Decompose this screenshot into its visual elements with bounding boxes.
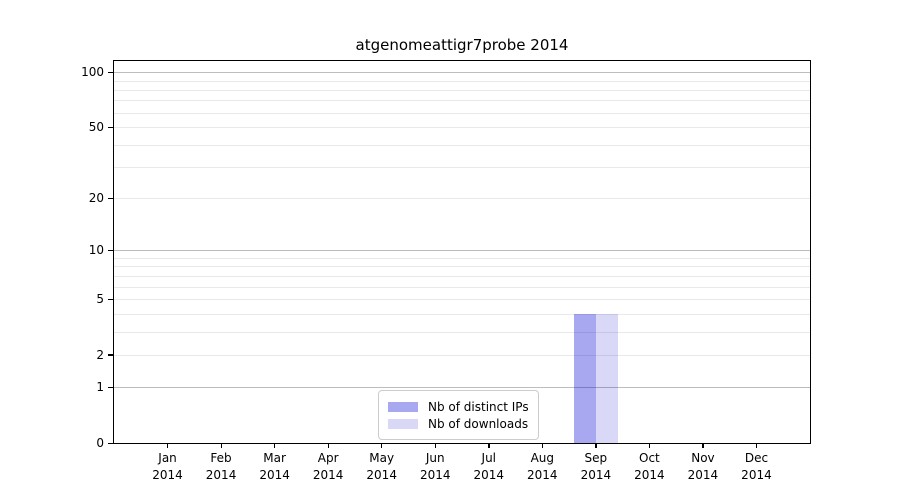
x-tick-year: 2014: [687, 468, 719, 482]
x-tick-year: 2014: [527, 468, 558, 482]
x-tick-year: 2014: [634, 468, 665, 482]
gridline-minor: [114, 112, 810, 114]
y-axis-tick: [108, 298, 114, 300]
x-axis-tick: [327, 443, 329, 448]
x-axis-tick-label: Oct 2014: [634, 450, 665, 484]
x-tick-month: Oct: [638, 451, 660, 465]
x-axis-tick-label: Apr 2014: [313, 450, 344, 484]
x-tick-month: Aug: [530, 451, 555, 465]
legend-item-downloads: Nb of downloads: [388, 415, 529, 432]
legend-label-downloads: Nb of downloads: [428, 416, 529, 431]
x-tick-month: Dec: [744, 451, 769, 465]
x-axis-tick-label: Mar 2014: [259, 450, 290, 484]
x-tick-month: Jan: [158, 451, 177, 465]
gridline-minor: [114, 331, 810, 333]
gridline-major: [114, 387, 810, 389]
x-tick-year: 2014: [580, 468, 612, 482]
y-axis-tick: [108, 126, 114, 128]
gridline-minor: [114, 266, 810, 268]
gridline-major: [114, 250, 810, 252]
x-axis-tick: [702, 443, 704, 448]
legend-label-distinct-ips: Nb of distinct IPs: [428, 399, 529, 414]
x-tick-month: Sep: [584, 451, 608, 465]
x-axis-tick-label: Feb 2014: [206, 450, 237, 484]
x-tick-month: Jun: [425, 451, 445, 465]
y-axis-tick: [108, 249, 114, 252]
y-axis-tick-label: 5: [96, 292, 104, 306]
x-axis-tick-label: Dec 2014: [741, 450, 772, 484]
y-axis-tick: [108, 354, 114, 356]
legend-swatch-downloads: [388, 418, 418, 429]
gridline-minor: [114, 286, 810, 288]
plot-area: Nb of distinct IPs Nb of downloads 0 1 2 5 1…: [81, 60, 811, 482]
y-axis-tick: [108, 442, 114, 444]
gridline-minor: [114, 313, 810, 315]
x-tick-year: 2014: [473, 468, 505, 482]
x-tick-month: Feb: [210, 451, 232, 465]
legend: Nb of distinct IPs Nb of downloads: [378, 390, 539, 440]
y-axis-tick-label: 2: [96, 347, 104, 362]
x-axis-tick-label: Sep 2014: [581, 450, 612, 484]
x-axis-tick-label: Jan 2014: [152, 450, 183, 484]
gridline-minor: [114, 100, 810, 102]
gridline-minor: [114, 275, 810, 277]
y-axis-tick: [108, 386, 114, 389]
gridline-minor: [114, 89, 810, 91]
x-tick-year: 2014: [312, 468, 344, 482]
x-axis-tick: [434, 443, 437, 448]
x-axis-tick: [648, 443, 651, 448]
x-axis-tick: [381, 443, 383, 448]
bar-distinct-ips: [573, 313, 596, 443]
chart-title: atgenomeattigr7probe 2014: [355, 36, 569, 54]
x-tick-year: 2014: [366, 468, 397, 482]
x-axis-tick-label: Nov 2014: [688, 450, 719, 484]
gridline-minor: [114, 198, 810, 200]
x-axis-tick-label: May 2014: [366, 450, 397, 484]
x-axis-tick: [488, 443, 490, 448]
y-axis-tick-label: 50: [88, 120, 104, 135]
gridline-minor: [114, 144, 810, 146]
x-tick-year: 2014: [419, 468, 451, 482]
y-axis-tick-label: 20: [88, 191, 104, 206]
y-axis-tick: [108, 71, 114, 73]
x-tick-month: Mar: [263, 451, 286, 465]
gridline-minor: [114, 167, 810, 169]
x-axis-tick-label: Jul 2014: [473, 450, 504, 484]
x-tick-month: Apr: [317, 451, 339, 465]
y-axis-tick-label: 0: [96, 436, 104, 450]
x-tick-month: May: [369, 451, 395, 465]
x-tick-year: 2014: [259, 468, 290, 482]
x-tick-month: Jul: [481, 451, 497, 465]
gridline-minor: [114, 257, 810, 259]
y-axis-tick-label: 1: [96, 380, 104, 395]
y-axis-tick-label: 10: [88, 243, 104, 258]
gridline-minor: [114, 80, 810, 82]
legend-swatch-distinct-ips: [388, 401, 418, 412]
gridline-major: [114, 72, 810, 74]
x-axis-tick: [220, 443, 222, 448]
x-axis-tick: [541, 443, 544, 448]
legend-item-distinct-ips: Nb of distinct IPs: [388, 398, 529, 415]
x-tick-year: 2014: [741, 468, 772, 482]
x-axis-tick: [755, 443, 758, 448]
y-axis-tick-label: 100: [81, 65, 104, 80]
x-axis-tick: [274, 443, 276, 448]
x-axis-tick-label: Jun 2014: [420, 450, 451, 484]
bar-downloads: [595, 313, 618, 443]
x-axis-tick-label: Aug 2014: [527, 450, 558, 484]
x-tick-year: 2014: [152, 468, 183, 482]
x-tick-month: Nov: [691, 451, 715, 465]
x-tick-year: 2014: [205, 468, 237, 482]
x-axis-tick: [167, 443, 169, 448]
gridline-minor: [114, 299, 810, 300]
gridline-minor: [114, 354, 810, 356]
y-axis-tick: [108, 197, 114, 200]
gridline-minor: [114, 127, 810, 129]
x-axis-tick: [595, 443, 597, 448]
